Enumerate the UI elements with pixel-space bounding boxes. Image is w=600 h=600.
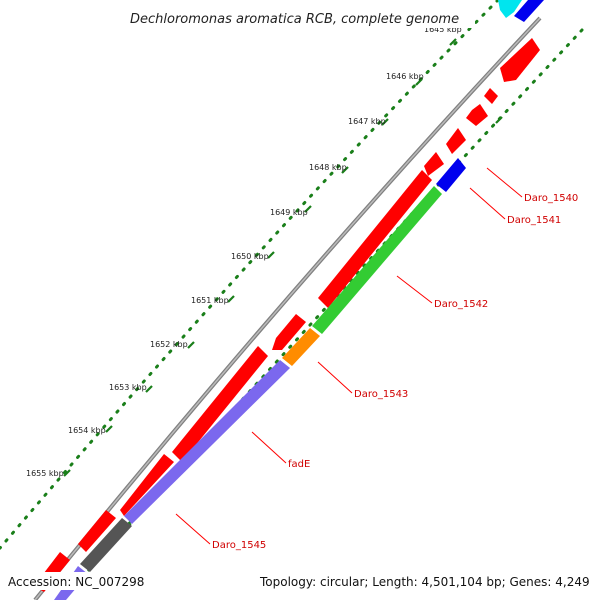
tick-mark (63, 469, 71, 477)
scale-label: 1654 kbp (68, 426, 106, 435)
genome-title: Dechloromonas aromatica RCB, complete ge… (130, 12, 459, 27)
forward-strand-genes (54, 158, 466, 600)
gene-fade (124, 360, 290, 524)
tick-mark (145, 385, 153, 393)
gene-arrow (446, 128, 466, 154)
tick-mark (227, 295, 235, 303)
top-features (498, 0, 544, 22)
leader-line (251, 431, 287, 464)
scale-label: 1652 kbp (150, 340, 188, 349)
gene-label-fade: fadE (288, 459, 310, 470)
title-backdrop (125, 8, 475, 28)
gene-arrow (500, 38, 540, 82)
scale-label: 1648 kbp (309, 163, 347, 172)
gene-labels: Daro_1540 Daro_1541 Daro_1542 Daro_1543 … (212, 193, 578, 551)
tick-mark (449, 38, 457, 46)
gene-arrow (120, 454, 174, 516)
outer-scale-dots (0, 0, 500, 550)
cyan-feature (498, 0, 522, 18)
scale-label: 1645 kbp (424, 25, 462, 34)
genome-summary-text: Topology: circular; Length: 4,501,104 bp… (259, 575, 590, 589)
reverse-strand-genes (34, 38, 540, 592)
gene-arrow (78, 510, 116, 552)
gene-label-daro-1545: Daro_1545 (212, 540, 266, 551)
blue-feature-top (514, 0, 544, 22)
gene-label-daro-1540: Daro_1540 (524, 193, 578, 204)
footer-backdrop-right (256, 572, 598, 590)
leader-line (175, 513, 211, 545)
gene-arrow (172, 346, 268, 462)
tick-mark (105, 425, 113, 433)
scale-label: 1646 kbp (386, 72, 424, 81)
scale-label: 1653 kbp (109, 383, 147, 392)
gene-daro-1545 (80, 518, 132, 572)
leader-line (396, 275, 433, 304)
tick-mark (415, 78, 423, 86)
tick-mark (381, 118, 389, 126)
scale-label: 1651 kbp (191, 296, 229, 305)
gene-arrow (424, 152, 444, 176)
gene-daro-1543 (282, 328, 320, 366)
scale-labels: 1645 kbp 1646 kbp 1647 kbp 1648 kbp 1649… (26, 25, 462, 478)
tick-mark (495, 116, 503, 124)
gene-arrow (318, 170, 432, 308)
leader-line (486, 167, 523, 198)
kbp-tick-marks (63, 38, 457, 477)
leader-line (317, 361, 353, 394)
gene-arrow (466, 104, 488, 126)
label-leaders (175, 167, 523, 545)
scale-label: 1649 kbp (270, 208, 308, 217)
gene-daro-1542 (312, 186, 442, 334)
leader-line (469, 187, 506, 220)
scale-label: 1647 kbp (348, 117, 386, 126)
scale-label: 1650 kbp (231, 252, 269, 261)
backbone-highlight (34, 17, 541, 600)
gene-daro-1541 (436, 158, 466, 192)
tick-mark (304, 205, 312, 213)
scale-label: 1655 kbp (26, 469, 64, 478)
tick-mark (267, 251, 275, 259)
gene-label-daro-1541: Daro_1541 (507, 215, 561, 226)
gene-label-daro-1542: Daro_1542 (434, 299, 488, 310)
tick-mark (187, 341, 195, 349)
gene-arrow (484, 88, 498, 104)
footer-backdrop-left (4, 572, 154, 590)
tick-mark (341, 166, 349, 174)
gene-label-daro-1543: Daro_1543 (354, 389, 408, 400)
gene-arrow (272, 314, 306, 350)
accession-text: Accession: NC_007298 (8, 575, 144, 589)
